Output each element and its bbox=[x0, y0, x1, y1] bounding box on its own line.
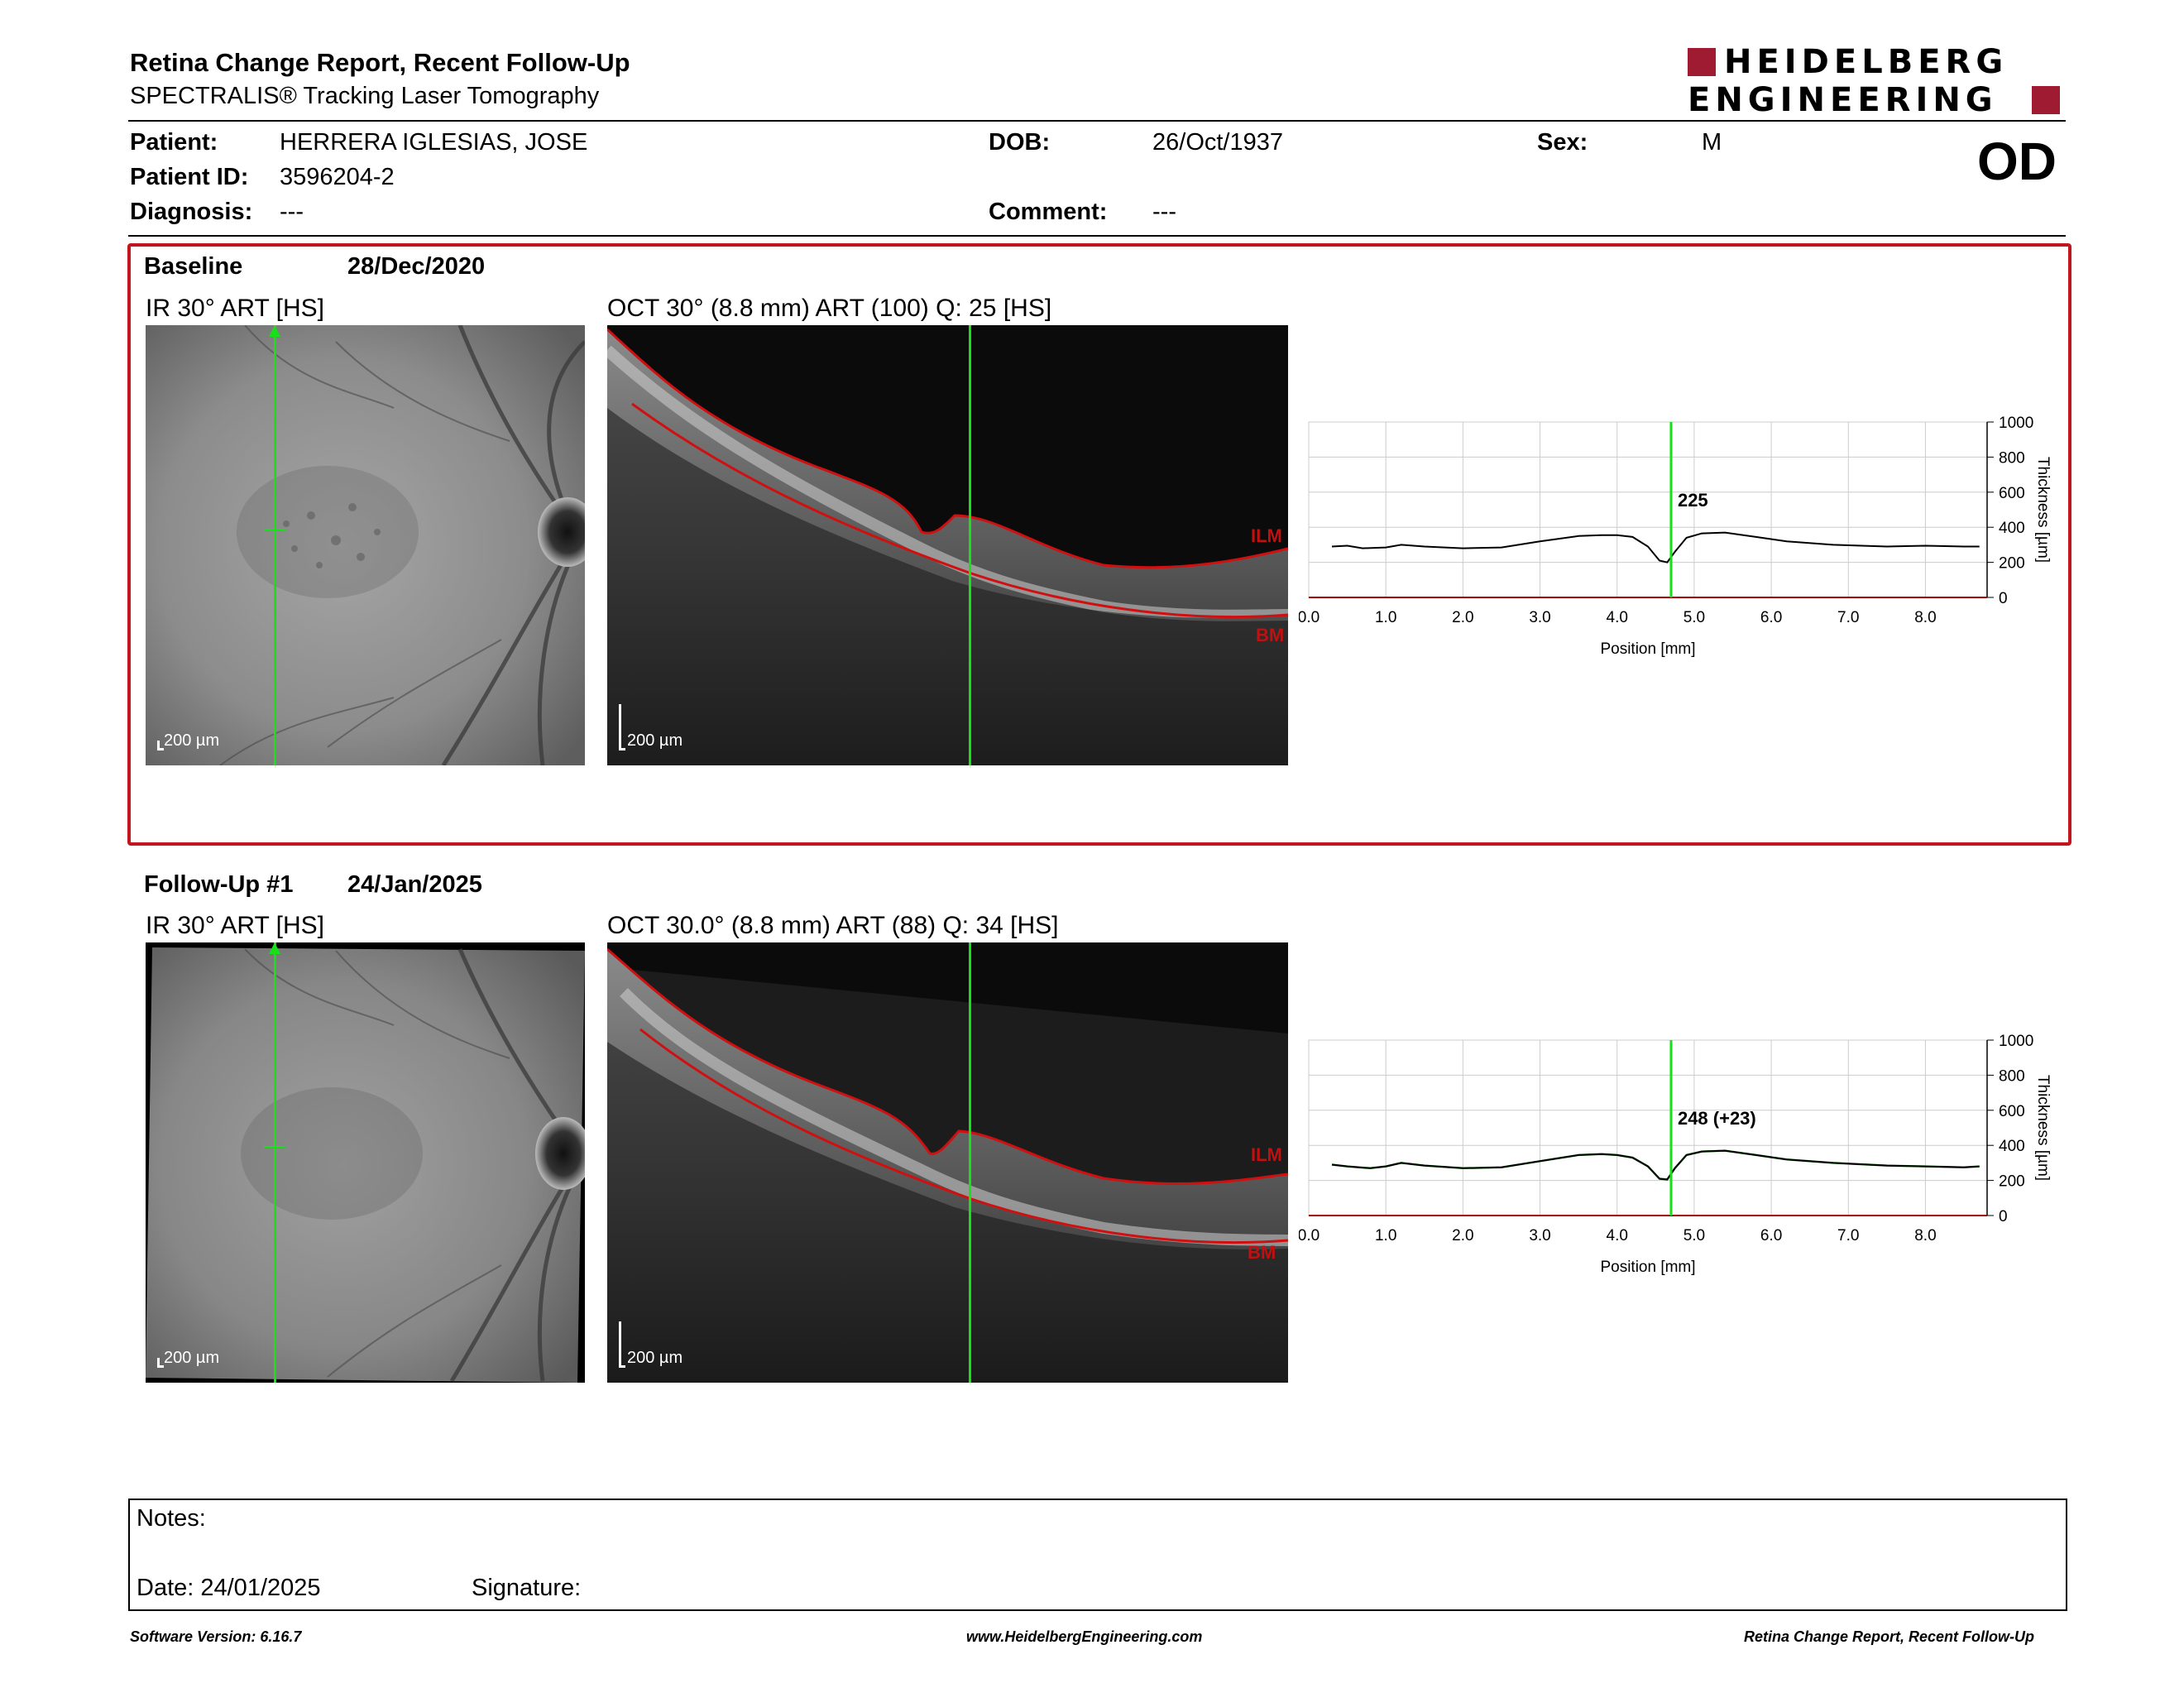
baseline-ilm-label: ILM bbox=[1251, 525, 1282, 546]
patient-name: HERRERA IGLESIAS, JOSE bbox=[280, 129, 588, 156]
chart-thickness-line bbox=[1331, 531, 1980, 563]
baseline-ir-scalebar: 200 µm bbox=[157, 731, 240, 750]
notes-date: Date: 24/01/2025 bbox=[136, 1575, 321, 1601]
patient-id-label: Patient ID: bbox=[130, 164, 249, 190]
baseline-oct-title: OCT 30° (8.8 mm) ART (100) Q: 25 [HS] bbox=[607, 295, 1052, 322]
signature-label: Signature: bbox=[472, 1575, 582, 1601]
chart-x-tick-label: 2.0 bbox=[1452, 1227, 1473, 1244]
chart-y-tick-label: 200 bbox=[1999, 555, 2025, 573]
report-subtitle: SPECTRALIS® Tracking Laser Tomography bbox=[130, 83, 600, 109]
diagnosis-value: --- bbox=[280, 199, 304, 225]
diagnosis-label: Diagnosis: bbox=[130, 199, 253, 225]
baseline-oct-scalebar: 200 µm bbox=[619, 704, 702, 750]
comment-label: Comment: bbox=[989, 199, 1108, 225]
chart-x-tick-label: 8.0 bbox=[1914, 609, 1936, 626]
chart-y-tick-label: 0 bbox=[1999, 590, 2008, 607]
chart-x-tick-label: 0.0 bbox=[1299, 609, 1320, 626]
chart-y-tick-label: 600 bbox=[1999, 485, 2025, 502]
followup-oct-cursor bbox=[969, 942, 971, 1383]
chart-y-axis-label: Thickness [µm] bbox=[2034, 1075, 2052, 1181]
chart-y-tick-label: 0 bbox=[1999, 1208, 2008, 1225]
chart-x-tick-label: 7.0 bbox=[1837, 609, 1859, 626]
followup-scan-line bbox=[274, 942, 276, 1383]
chart-x-tick-label: 3.0 bbox=[1529, 609, 1550, 626]
footer-software-version: Software Version: 6.16.7 bbox=[130, 1628, 302, 1645]
notes-label: Notes: bbox=[136, 1505, 206, 1532]
chart-x-tick-label: 3.0 bbox=[1529, 1227, 1550, 1244]
chart-cursor-value-label: 248 (+23) bbox=[1678, 1108, 1756, 1129]
chart-x-tick-label: 7.0 bbox=[1837, 1227, 1859, 1244]
followup-ir-title: IR 30° ART [HS] bbox=[146, 912, 324, 939]
chart-x-tick-label: 1.0 bbox=[1375, 1227, 1396, 1244]
followup-ilm-boundary bbox=[607, 947, 1288, 1185]
chart-y-tick-label: 800 bbox=[1999, 449, 2025, 467]
scan-direction-arrow-icon bbox=[269, 325, 280, 337]
chart-y-tick-label: 1000 bbox=[1999, 1033, 2033, 1050]
footer-website[interactable]: www.HeidelbergEngineering.com bbox=[966, 1628, 1203, 1645]
chart-y-tick-label: 800 bbox=[1999, 1067, 2025, 1085]
footer-report-name: Retina Change Report, Recent Follow-Up bbox=[1744, 1628, 2035, 1645]
eye-indicator: OD bbox=[1977, 132, 2057, 191]
chart-y-tick-label: 1000 bbox=[1999, 415, 2033, 432]
chart-y-tick-label: 400 bbox=[1999, 1138, 2025, 1155]
baseline-ir-title: IR 30° ART [HS] bbox=[146, 295, 324, 322]
chart-y-tick-label: 200 bbox=[1999, 1173, 2025, 1191]
chart-x-axis-label: Position [mm] bbox=[1600, 640, 1695, 658]
sex-value: M bbox=[1702, 129, 1722, 156]
baseline-ir-fundus-image: 200 µm bbox=[146, 325, 585, 765]
chart-x-tick-label: 5.0 bbox=[1684, 1227, 1705, 1244]
chart-x-tick-label: 4.0 bbox=[1607, 1227, 1628, 1244]
chart-x-tick-label: 1.0 bbox=[1375, 609, 1396, 626]
patient-label: Patient: bbox=[130, 129, 218, 156]
followup-oct-title: OCT 30.0° (8.8 mm) ART (88) Q: 34 [HS] bbox=[607, 912, 1059, 939]
baseline-thickness-chart: 0.0 1.0 2.0 3.0 4.0 5.0 6.0 7.0 8.0 0 200 400 600 800… bbox=[1298, 414, 2085, 679]
followup-ir-scalebar: 200 µm bbox=[157, 1348, 240, 1368]
baseline-label: Baseline bbox=[144, 253, 243, 280]
report-title: Retina Change Report, Recent Follow-Up bbox=[130, 48, 630, 77]
followup-label: Follow-Up #1 bbox=[144, 871, 294, 898]
comment-value: --- bbox=[1152, 199, 1176, 225]
followup-oct-scalebar: 200 µm bbox=[619, 1321, 702, 1368]
chart-x-tick-label: 0.0 bbox=[1299, 1227, 1320, 1244]
fovea-cross-icon bbox=[264, 1146, 285, 1148]
chart-x-tick-label: 2.0 bbox=[1452, 609, 1473, 626]
patient-id: 3596204-2 bbox=[280, 164, 395, 190]
scan-direction-arrow-icon bbox=[269, 942, 280, 954]
followup-bm-label: BM bbox=[1248, 1242, 1276, 1263]
chart-x-tick-label: 5.0 bbox=[1684, 609, 1705, 626]
followup-ir-fundus-image: 200 µm bbox=[146, 942, 585, 1383]
followup-thickness-chart: 0.0 1.0 2.0 3.0 4.0 5.0 6.0 7.0 8.0 0 200 400 600 800… bbox=[1298, 1032, 2085, 1297]
chart-x-tick-label: 6.0 bbox=[1760, 1227, 1782, 1244]
chart-y-axis-label: Thickness [µm] bbox=[2034, 457, 2052, 563]
notes-box[interactable]: Notes: Date: 24/01/2025 Signature: bbox=[128, 1499, 2067, 1611]
followup-ilm-label: ILM bbox=[1251, 1144, 1282, 1165]
baseline-ilm-boundary bbox=[607, 328, 1288, 569]
heidelberg-logo: HEIDELBERG ENGINEERING bbox=[1688, 43, 2068, 119]
dob-label: DOB: bbox=[989, 129, 1051, 156]
chart-x-tick-label: 8.0 bbox=[1914, 1227, 1936, 1244]
chart-plot-area bbox=[1308, 421, 1988, 598]
baseline-date: 28/Dec/2020 bbox=[347, 253, 486, 280]
baseline-oct-cursor bbox=[969, 325, 971, 765]
chart-x-tick-label: 4.0 bbox=[1607, 609, 1628, 626]
followup-date: 24/Jan/2025 bbox=[347, 871, 482, 898]
sex-label: Sex: bbox=[1537, 129, 1588, 156]
chart-x-tick-label: 6.0 bbox=[1760, 609, 1782, 626]
chart-cursor-value-label: 225 bbox=[1678, 490, 1708, 511]
baseline-scan-line bbox=[274, 325, 276, 765]
baseline-oct-bscan-image: ILM BM 200 µm bbox=[607, 325, 1288, 765]
chart-y-tick-label: 600 bbox=[1999, 1103, 2025, 1120]
chart-x-axis-label: Position [mm] bbox=[1600, 1259, 1695, 1276]
baseline-bm-label: BM bbox=[1256, 625, 1285, 645]
chart-plot-area bbox=[1308, 1039, 1988, 1216]
dob-value: 26/Oct/1937 bbox=[1152, 129, 1283, 156]
chart-thickness-line bbox=[1331, 1149, 1980, 1181]
fovea-cross-icon bbox=[264, 529, 285, 530]
chart-y-tick-label: 400 bbox=[1999, 520, 2025, 537]
baseline-frame bbox=[127, 243, 2071, 846]
followup-oct-bscan-image: ILM BM 200 µm bbox=[607, 942, 1288, 1383]
